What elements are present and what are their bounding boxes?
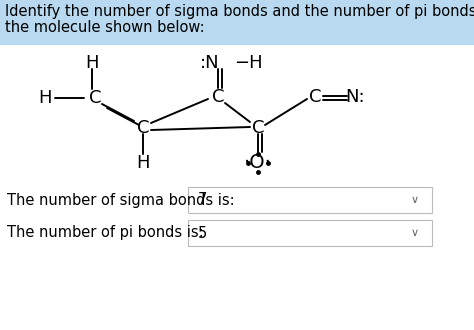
Text: The number of sigma bonds is:: The number of sigma bonds is: bbox=[7, 192, 235, 208]
Text: H: H bbox=[136, 154, 150, 172]
FancyBboxPatch shape bbox=[188, 220, 432, 246]
Text: Identify the number of sigma bonds and the number of pi bonds present in: Identify the number of sigma bonds and t… bbox=[5, 4, 474, 19]
Text: ∨: ∨ bbox=[411, 228, 419, 238]
Text: ·O·: ·O· bbox=[244, 153, 272, 173]
Text: C: C bbox=[212, 88, 224, 106]
Text: 7: 7 bbox=[198, 192, 207, 208]
Text: The number of pi bonds is:: The number of pi bonds is: bbox=[7, 225, 204, 241]
Text: 5: 5 bbox=[198, 225, 207, 241]
FancyBboxPatch shape bbox=[0, 0, 474, 45]
Text: the molecule shown below:: the molecule shown below: bbox=[5, 20, 205, 35]
Text: −H: −H bbox=[234, 54, 262, 72]
Text: ∨: ∨ bbox=[411, 195, 419, 205]
Text: C: C bbox=[89, 89, 101, 107]
FancyBboxPatch shape bbox=[188, 187, 432, 213]
Text: C: C bbox=[252, 119, 264, 137]
Text: C: C bbox=[309, 88, 321, 106]
Text: H: H bbox=[38, 89, 52, 107]
Text: H: H bbox=[85, 54, 99, 72]
Text: N:: N: bbox=[345, 88, 365, 106]
Text: C: C bbox=[137, 119, 149, 137]
Text: :N: :N bbox=[200, 54, 220, 72]
